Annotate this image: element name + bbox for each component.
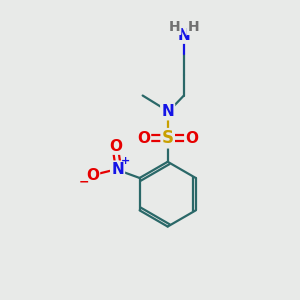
Text: H: H [188,20,199,34]
Text: S: S [162,129,174,147]
Text: O: O [110,139,123,154]
Text: H: H [169,20,180,34]
Text: +: + [121,156,130,166]
Text: −: − [79,175,89,188]
Text: N: N [161,104,174,119]
Text: O: O [185,131,198,146]
Text: N: N [178,28,190,43]
Text: N: N [111,162,124,177]
Text: O: O [137,131,150,146]
Text: O: O [86,167,99,182]
